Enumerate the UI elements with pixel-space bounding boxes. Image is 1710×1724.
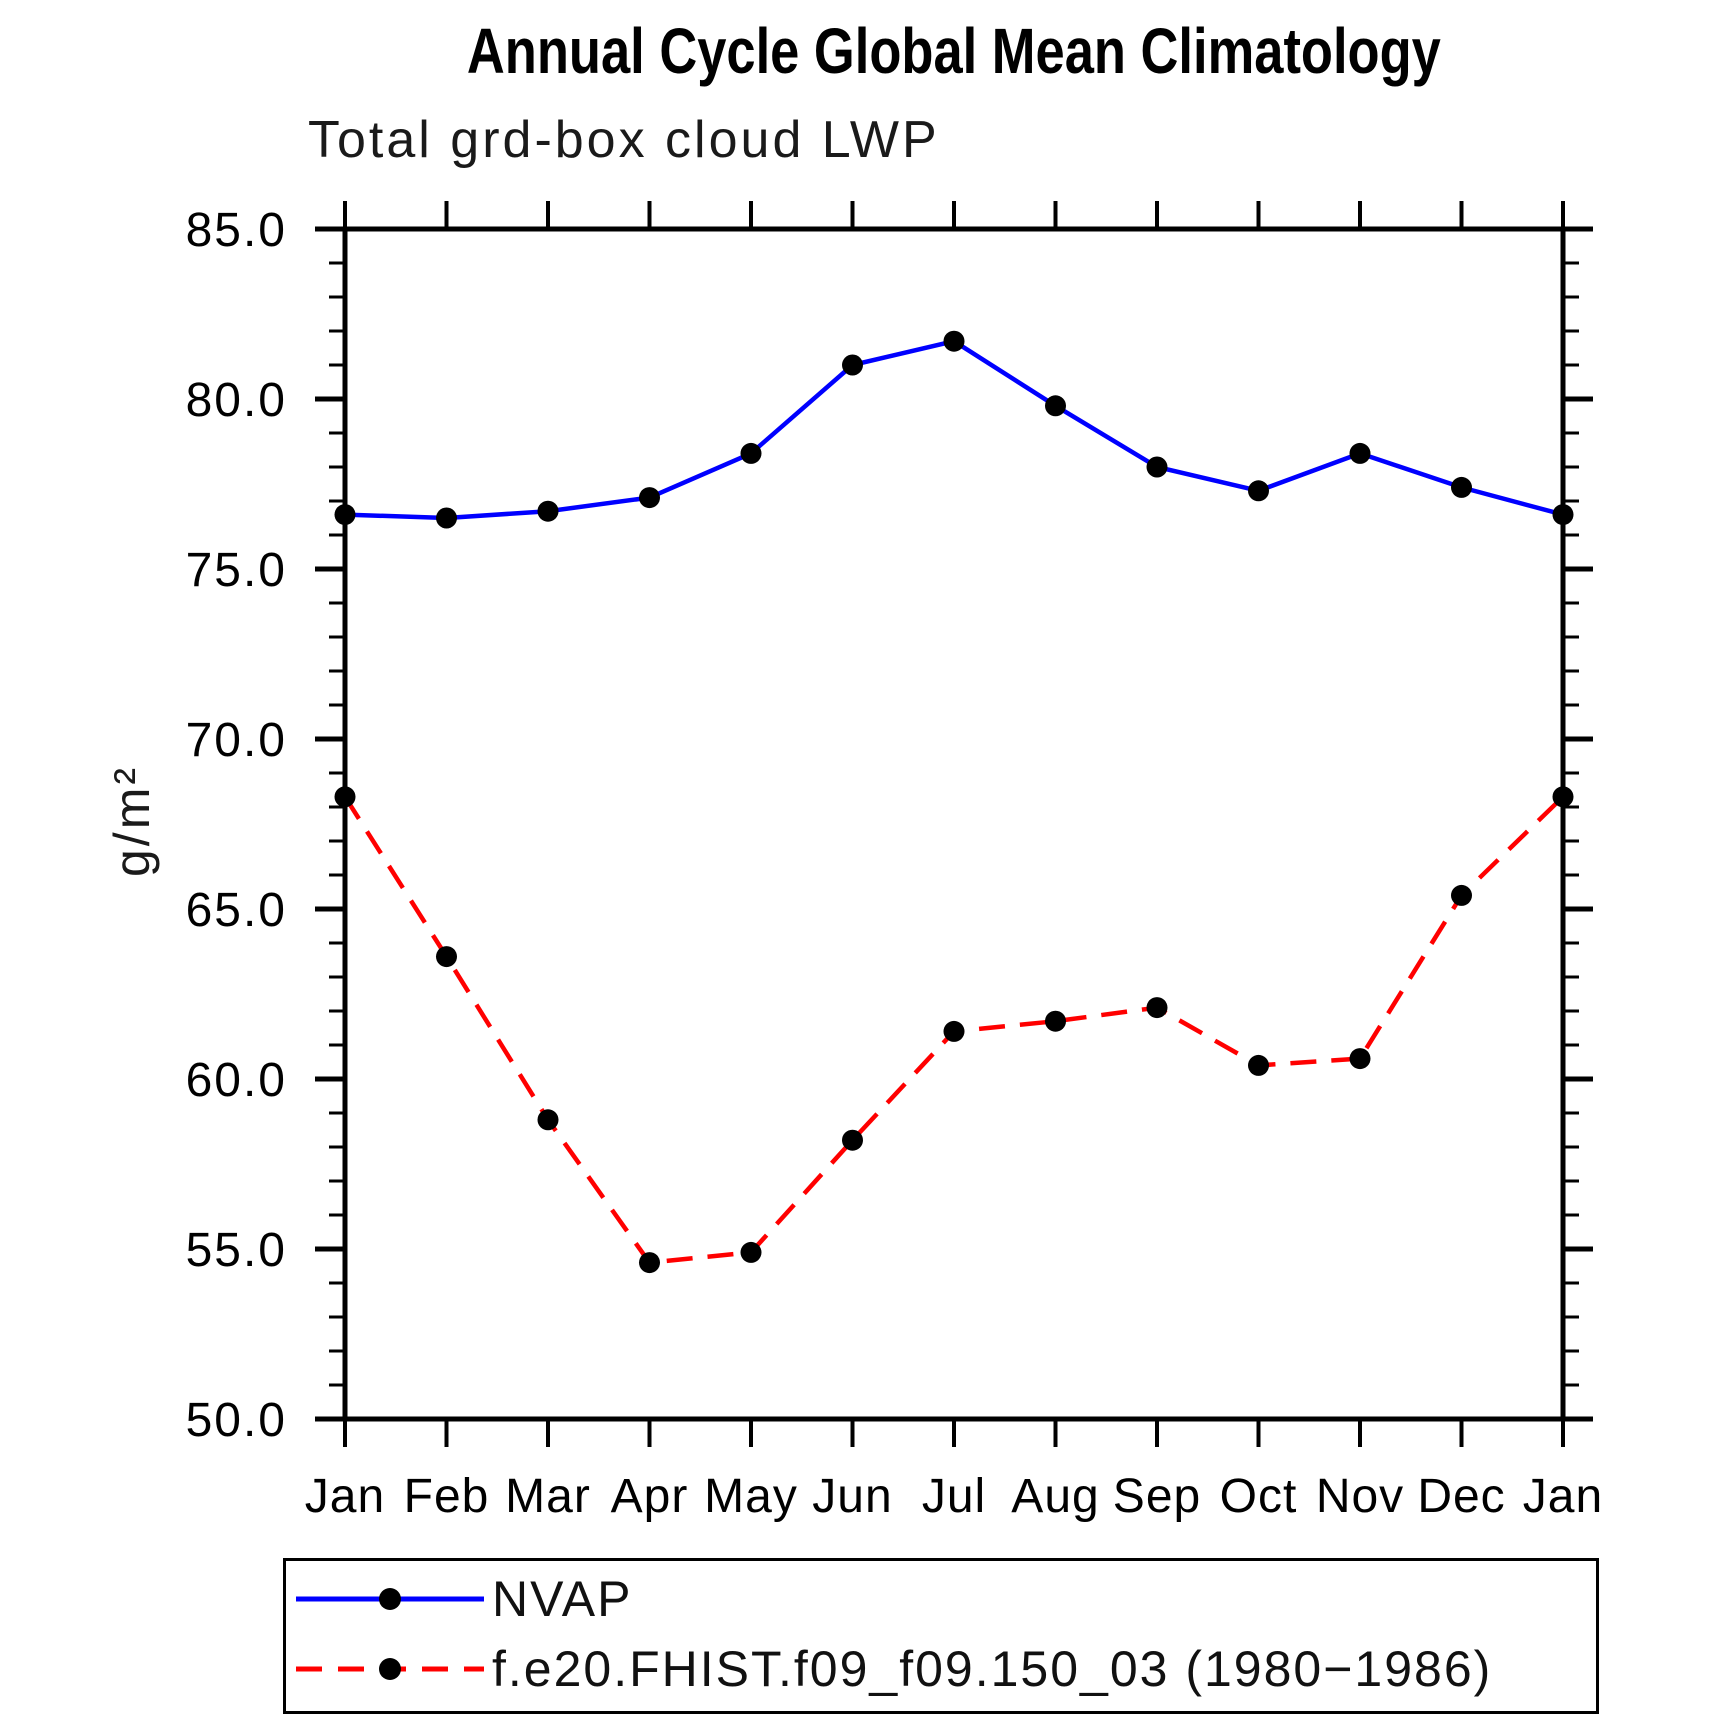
y-tick-label: 75.0 — [186, 544, 287, 597]
series-0-marker — [943, 330, 965, 352]
x-tick-label: Apr — [611, 1470, 689, 1523]
x-tick-label: Feb — [404, 1470, 490, 1523]
x-tick-label: Oct — [1220, 1470, 1298, 1523]
y-tick-label: 80.0 — [186, 374, 287, 427]
series-line-0 — [344, 338, 1564, 521]
series-0-marker — [1552, 504, 1574, 526]
chart-title: Annual Cycle Global Mean Climatology — [349, 14, 1559, 88]
series-1-marker — [740, 1241, 762, 1263]
series-0-marker — [1451, 476, 1472, 498]
series-1-marker — [943, 1020, 965, 1042]
plot-area: Jan Feb Mar Apr May Jun Jul Aug Sep Oct Nov Dec Jan 8… — [186, 201, 1603, 1523]
chart-subtitle: Total grd-box cloud LWP — [308, 111, 940, 169]
series-0-marker — [1248, 480, 1269, 502]
series-0-marker — [1349, 442, 1371, 464]
y-tick-label: 65.0 — [186, 884, 287, 937]
series-1-marker — [1552, 786, 1574, 808]
series-1-marker — [842, 1129, 863, 1151]
series-0-marker — [334, 504, 356, 526]
legend-marker-dot — [379, 1658, 401, 1680]
series-1-marker — [436, 946, 457, 968]
series-0-marker — [436, 507, 457, 529]
legend-sample-dashed-line — [296, 1658, 484, 1680]
x-tick-label: Nov — [1316, 1470, 1404, 1523]
series-0-marker — [1045, 395, 1066, 417]
x-tick-label: Aug — [1011, 1470, 1099, 1523]
x-tick-label: Jan — [305, 1470, 385, 1523]
legend-item-nvap: NVAP — [292, 1571, 632, 1627]
legend-item-model: f.e20.FHIST.f09_f09.150_03 (1980−1986) — [292, 1641, 1492, 1697]
series-1-marker — [1045, 1010, 1066, 1032]
legend-marker-dot — [379, 1588, 401, 1610]
x-tick-label: Mar — [505, 1470, 591, 1523]
series-0-marker — [1146, 456, 1168, 478]
plot-frame — [342, 226, 1566, 1422]
y-tick-label: 60.0 — [186, 1054, 287, 1107]
y-tick-label: 50.0 — [186, 1394, 287, 1447]
series-0-marker — [842, 354, 863, 376]
y-tick-label: 70.0 — [186, 714, 287, 767]
legend-label-nvap: NVAP — [492, 1571, 633, 1627]
x-tick-label: Jul — [922, 1470, 986, 1523]
legend-label-model: f.e20.FHIST.f09_f09.150_03 (1980−1986) — [492, 1641, 1493, 1697]
series-1-marker — [334, 786, 356, 808]
x-tick-label: May — [704, 1470, 798, 1523]
series-1-marker — [537, 1109, 559, 1131]
series-0-marker — [639, 487, 660, 509]
series-1-marker — [639, 1252, 660, 1274]
series-1-marker — [1248, 1054, 1269, 1076]
series-1-marker — [1349, 1048, 1371, 1070]
series-0-marker — [537, 500, 559, 522]
x-tick-label: Jan — [1523, 1470, 1603, 1523]
legend-box: NVAP f.e20.FHIST.f09_f09.150_03 (1980−19… — [283, 1558, 1599, 1714]
y-tick-label: 85.0 — [186, 204, 287, 257]
y-tick-label: 55.0 — [186, 1224, 287, 1277]
x-tick-label: Jun — [812, 1470, 892, 1523]
legend-sample-solid-line — [296, 1588, 484, 1610]
x-tick-label: Sep — [1113, 1470, 1201, 1523]
series-1-marker — [1451, 884, 1472, 906]
series-1-marker — [1146, 997, 1168, 1019]
x-tick-label: Dec — [1417, 1470, 1505, 1523]
chart-title-text: Annual Cycle Global Mean Climatology — [467, 15, 1441, 87]
series-0-marker — [740, 442, 762, 464]
